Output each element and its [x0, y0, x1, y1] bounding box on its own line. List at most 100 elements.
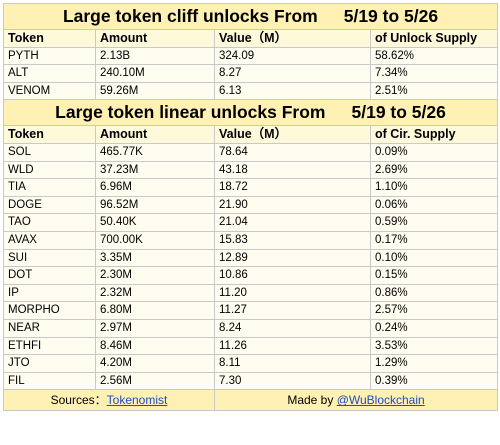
linear-cell-token: TAO [3, 213, 96, 232]
cliff-cell-value: 324.09 [214, 46, 371, 66]
linear-cell-value: 8.11 [214, 354, 371, 373]
cliff-title-row: Large token cliff unlocks From 5/19 to 5/… [2, 3, 499, 30]
table-row: SUI 3.35M 12.89 0.10% [3, 248, 499, 268]
table-row: PYTH 2.13B 324.09 58.62% [3, 46, 499, 66]
linear-cell-token: DOT [3, 266, 96, 285]
linear-title-text: Large token linear unlocks From [55, 102, 326, 123]
linear-cell-value: 10.86 [214, 266, 371, 285]
cliff-header-supply: of Unlock Supply [369, 29, 499, 48]
linear-cell-value: 21.90 [214, 195, 371, 215]
cliff-cell-supply: 58.62% [369, 46, 499, 66]
table-row: TAO 50.40K 21.04 0.59% [3, 213, 499, 232]
linear-cell-token: SUI [3, 248, 96, 268]
cliff-header-row: Token Amount Value（M） of Unlock Supply [3, 29, 499, 48]
linear-header-row: Token Amount Value（M） of Cir. Supply [3, 125, 499, 144]
linear-cell-amount: 96.52M [95, 195, 215, 215]
table-row: FIL 2.56M 7.30 0.39% [3, 371, 499, 391]
linear-cell-supply: 0.39% [369, 371, 499, 391]
linear-cell-token: IP [3, 283, 96, 303]
unlocks-table-body: Large token cliff unlocks From 5/19 to 5/… [2, 3, 499, 412]
linear-cell-token: FIL [3, 371, 96, 391]
linear-cell-amount: 4.20M [95, 354, 215, 373]
cliff-cell-amount: 240.10M [95, 64, 215, 83]
cliff-header-amount: Amount [95, 29, 215, 48]
table-row: AVAX 700.00K 15.83 0.17% [3, 230, 499, 250]
linear-cell-amount: 3.35M [95, 248, 215, 268]
linear-cell-token: SOL [3, 142, 96, 162]
linear-cell-supply: 0.09% [369, 142, 499, 162]
table-row: ALT 240.10M 8.27 7.34% [3, 64, 499, 83]
linear-title-row: Large token linear unlocks From 5/19 to 5… [2, 99, 499, 127]
linear-cell-value: 21.04 [214, 213, 371, 232]
linear-cell-amount: 6.96M [95, 178, 215, 197]
linear-cell-amount: 2.97M [95, 318, 215, 338]
linear-cell-supply: 0.86% [369, 283, 499, 303]
linear-cell-token: NEAR [3, 318, 96, 338]
cliff-cell-token: VENOM [3, 81, 96, 101]
cliff-cell-supply: 2.51% [369, 81, 499, 101]
linear-cell-amount: 2.56M [95, 371, 215, 391]
linear-cell-amount: 8.46M [95, 336, 215, 356]
cliff-cell-token: PYTH [3, 46, 96, 66]
cliff-cell-value: 6.13 [214, 81, 371, 101]
linear-cell-amount: 50.40K [95, 213, 215, 232]
made-by-label: Made by [287, 393, 337, 408]
cliff-cell-amount: 2.13B [95, 46, 215, 66]
made-by-link[interactable]: @WuBlockchain [336, 393, 425, 408]
linear-cell-supply: 0.15% [369, 266, 499, 285]
footer-row: Sources：Tokenomist Made by @WuBlockchain [3, 389, 499, 412]
table-row: JTO 4.20M 8.11 1.29% [3, 354, 499, 373]
linear-cell-supply: 1.10% [369, 178, 499, 197]
linear-header-token: Token [3, 125, 96, 144]
linear-cell-value: 7.30 [214, 371, 371, 391]
cliff-title-range: 5/19 to 5/26 [343, 6, 439, 26]
table-row: VENOM 59.26M 6.13 2.51% [3, 81, 499, 101]
cliff-cell-amount: 59.26M [95, 81, 215, 101]
linear-header-supply: of Cir. Supply [369, 125, 499, 144]
cliff-title-text: Large token cliff unlocks From [62, 6, 318, 26]
sources-cell: Sources：Tokenomist [3, 389, 215, 412]
linear-cell-supply: 3.53% [369, 336, 499, 356]
made-by-cell: Made by @WuBlockchain [213, 389, 499, 412]
linear-cell-amount: 37.23M [95, 160, 215, 180]
sources-label: Sources： [50, 393, 107, 408]
linear-cell-token: WLD [3, 160, 96, 180]
linear-cell-supply: 0.06% [369, 195, 499, 215]
linear-cell-supply: 2.57% [369, 301, 499, 320]
linear-cell-value: 11.20 [214, 283, 371, 303]
sources-link[interactable]: Tokenomist [106, 393, 168, 408]
linear-cell-supply: 0.17% [369, 230, 499, 250]
cliff-header-token: Token [3, 29, 96, 48]
linear-cell-value: 18.72 [214, 178, 371, 197]
linear-cell-value: 12.89 [214, 248, 371, 268]
linear-cell-token: JTO [3, 354, 96, 373]
unlocks-table: Large token cliff unlocks From 5/19 to 5/… [2, 3, 499, 412]
table-row: WLD 37.23M 43.18 2.69% [3, 160, 499, 180]
linear-cell-token: AVAX [3, 230, 96, 250]
linear-cell-value: 8.24 [214, 318, 371, 338]
table-row: DOT 2.30M 10.86 0.15% [3, 266, 499, 285]
table-row: ETHFI 8.46M 11.26 3.53% [3, 336, 499, 356]
linear-cell-token: ETHFI [3, 336, 96, 356]
table-row: SOL 465.77K 78.64 0.09% [3, 142, 499, 162]
linear-cell-value: 43.18 [214, 160, 371, 180]
linear-title: Large token linear unlocks From 5/19 to 5… [2, 99, 499, 127]
linear-title-range: 5/19 to 5/26 [351, 102, 446, 123]
linear-cell-amount: 2.32M [95, 283, 215, 303]
cliff-cell-supply: 7.34% [369, 64, 499, 83]
linear-cell-value: 15.83 [214, 230, 371, 250]
linear-cell-value: 78.64 [214, 142, 371, 162]
linear-header-amount: Amount [95, 125, 215, 144]
linear-cell-supply: 1.29% [369, 354, 499, 373]
linear-cell-supply: 0.10% [369, 248, 499, 268]
cliff-cell-token: ALT [3, 64, 96, 83]
linear-cell-amount: 465.77K [95, 142, 215, 162]
linear-header-value: Value（M） [214, 125, 371, 144]
linear-cell-amount: 6.80M [95, 301, 215, 320]
linear-cell-supply: 0.24% [369, 318, 499, 338]
table-row: NEAR 2.97M 8.24 0.24% [3, 318, 499, 338]
linear-cell-supply: 2.69% [369, 160, 499, 180]
table-row: TIA 6.96M 18.72 1.10% [3, 178, 499, 197]
linear-cell-token: DOGE [3, 195, 96, 215]
linear-cell-supply: 0.59% [369, 213, 499, 232]
